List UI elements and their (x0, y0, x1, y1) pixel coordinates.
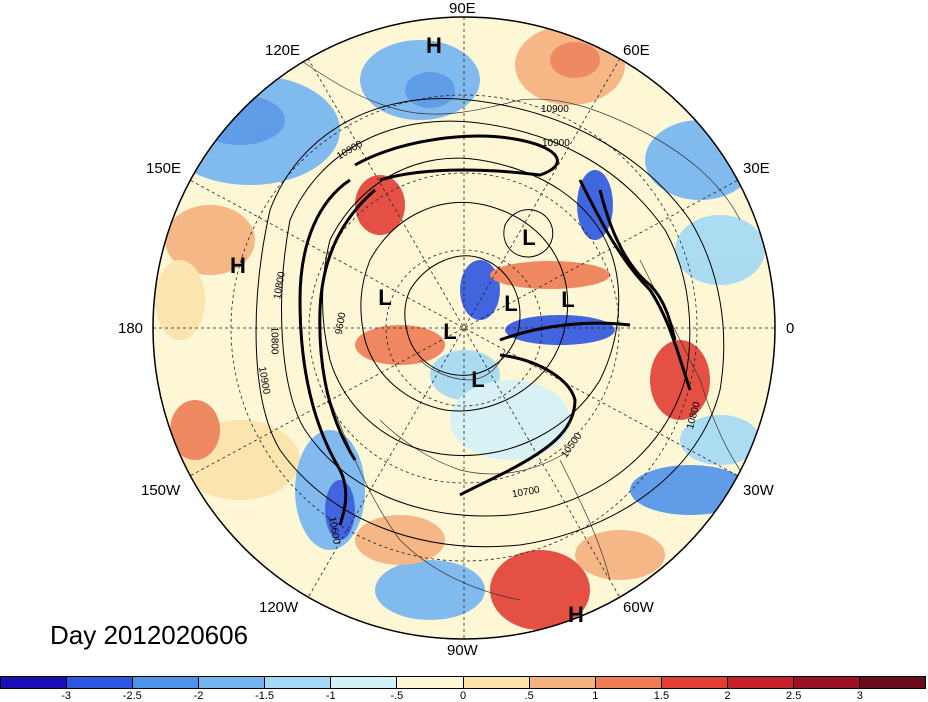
high-center-top: H (426, 33, 442, 58)
colorbar-tick-label: 2.5 (786, 690, 802, 702)
colorbar-tick-label: 0 (459, 690, 467, 702)
lon-label-180: 180 (118, 320, 144, 337)
lon-label-30e: 30E (743, 160, 770, 177)
colorbar-tick-label: -2.5 (122, 690, 142, 702)
colorbar-tick-label: -1.5 (255, 690, 275, 702)
colorbar-swatch (331, 677, 398, 688)
colorbar-swatch (727, 677, 794, 688)
lon-label-90w: 90W (447, 642, 478, 659)
colorbar-tick-label: -1 (325, 690, 336, 702)
high-center-left: H (230, 253, 246, 278)
colorbar-tick-label: -.5 (390, 690, 404, 702)
lon-label-60w: 60W (623, 599, 654, 616)
low-center: L (561, 287, 575, 312)
colorbar-swatch (793, 677, 861, 688)
lon-label-90e: 90E (449, 0, 476, 17)
colorbar-swatch (133, 677, 200, 688)
date-title: Day 2012020606 (50, 620, 249, 650)
colorbar-tick-label: -3 (61, 690, 72, 702)
colorbar-swatch (265, 677, 332, 688)
low-center: L (471, 367, 485, 392)
contour-label: 10800 (268, 326, 280, 355)
lon-label-60e: 60E (623, 42, 650, 59)
colorbar-swatch (67, 677, 134, 688)
height-contours (255, 98, 725, 548)
lon-label-0: 0 (786, 320, 795, 337)
colorbar (0, 676, 926, 689)
lon-label-30w: 30W (743, 482, 774, 499)
colorbar-tick-label: 1 (592, 690, 599, 702)
map-disk (153, 17, 775, 639)
coastlines (299, 59, 741, 601)
colorbar-swatch (463, 677, 530, 688)
colorbar-tick-label: -2 (193, 690, 204, 702)
low-center: L (443, 319, 457, 344)
jet-contours (298, 134, 692, 526)
colorbar-tick-label: 3 (856, 690, 863, 702)
colorbar-tick-label: .5 (524, 690, 534, 702)
lon-label-150w: 150W (141, 482, 181, 499)
lon-label-150e: 150E (146, 160, 182, 177)
low-center: L (522, 225, 536, 250)
lon-label-120w: 120W (259, 599, 299, 616)
contour-label: 10900 (541, 104, 569, 115)
high-center-bottom: H (568, 602, 584, 627)
colorbar-swatch (661, 677, 728, 688)
colorbar-swatch (1, 677, 68, 688)
colorbar-swatch (397, 677, 464, 688)
colorbar-tick-label: 2 (724, 690, 731, 702)
colorbar-swatch (199, 677, 266, 688)
low-center: L (504, 291, 518, 316)
contour-label: 10900 (542, 138, 570, 149)
map-border (152, 16, 776, 640)
colorbar-tick-label: 1.5 (653, 690, 670, 702)
lon-label-120e: 120E (265, 42, 301, 59)
low-center: L (378, 285, 392, 310)
colorbar-swatch (529, 677, 596, 688)
colorbar-swatch (860, 677, 926, 688)
colorbar-swatch (595, 677, 662, 688)
